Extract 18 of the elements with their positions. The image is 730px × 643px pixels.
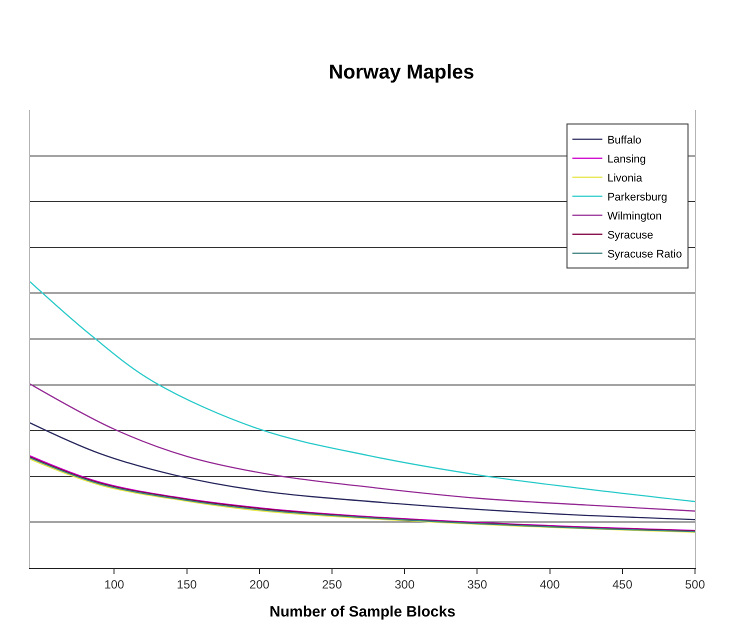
legend-label: Wilmington <box>607 210 662 223</box>
legend-label: Lansing <box>607 154 646 166</box>
chart-title: Norway Maples <box>328 61 474 84</box>
x-tick-label: 100 <box>104 577 125 592</box>
legend-label: Parkersburg <box>607 192 668 204</box>
legend-label: Syracuse Ratio <box>607 248 682 261</box>
legend-label: Buffalo <box>607 134 642 147</box>
x-tick-label: 300 <box>394 577 415 592</box>
x-tick-label: 500 <box>684 577 706 592</box>
x-tick-label: 350 <box>467 577 488 592</box>
x-tick-label: 400 <box>540 577 560 592</box>
legend-label: Livonia <box>607 172 644 185</box>
x-tick-label: 250 <box>322 577 342 592</box>
x-axis-title: Number of Sample Blocks <box>270 603 456 620</box>
x-tick-label: 150 <box>176 577 198 592</box>
legend-label: Syracuse <box>607 230 654 242</box>
x-tick-label: 200 <box>249 577 270 592</box>
x-tick-label: 450 <box>612 577 633 592</box>
